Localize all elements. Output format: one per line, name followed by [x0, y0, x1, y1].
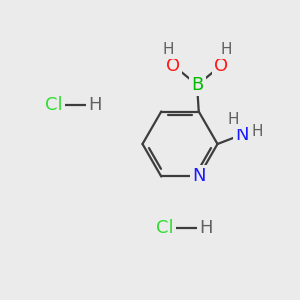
Text: N: N: [235, 126, 248, 144]
Text: B: B: [191, 76, 203, 94]
Text: H: H: [220, 42, 232, 57]
Text: Cl: Cl: [156, 219, 174, 237]
Text: O: O: [166, 57, 180, 75]
Text: Cl: Cl: [45, 96, 63, 114]
Text: H: H: [200, 219, 213, 237]
Text: H: H: [251, 124, 263, 140]
Text: H: H: [89, 96, 102, 114]
Text: N: N: [192, 167, 206, 185]
Text: O: O: [214, 57, 228, 75]
Text: H: H: [227, 112, 239, 127]
Text: H: H: [163, 42, 175, 57]
